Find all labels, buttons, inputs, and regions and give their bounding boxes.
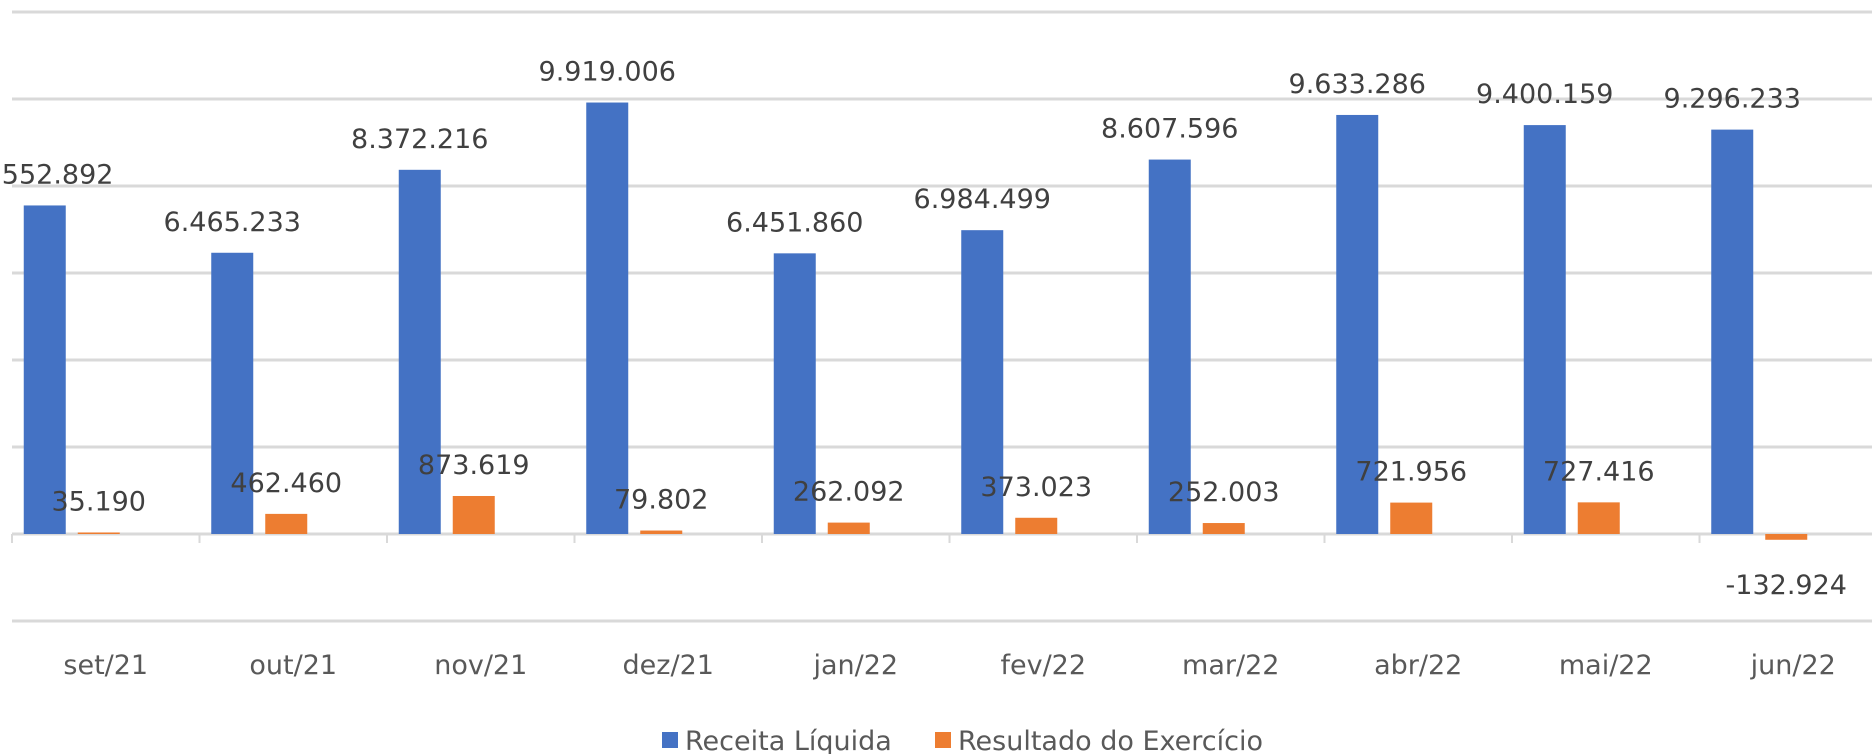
bar-receita	[586, 102, 629, 534]
data-label: 373.023	[980, 472, 1092, 503]
legend: Receita Líquida Resultado do Exercício	[662, 726, 1263, 754]
legend-swatch	[935, 732, 951, 748]
bar-resultado	[77, 532, 120, 534]
x-tick-label: jan/22	[812, 650, 898, 681]
bar-receita	[1148, 159, 1191, 534]
data-label: 462.460	[230, 468, 342, 499]
bar-receita	[1336, 114, 1379, 534]
bar-receita	[211, 252, 254, 534]
legend-swatch	[662, 732, 678, 748]
bar-receita	[398, 169, 441, 535]
data-label: 6.465.233	[164, 207, 301, 238]
data-label: 252.003	[1168, 477, 1280, 508]
x-tick-label: abr/22	[1374, 650, 1462, 681]
x-tick-label: mai/22	[1559, 650, 1653, 681]
data-label: 7.552.892	[0, 159, 113, 190]
bar-resultado	[1577, 502, 1620, 534]
data-label: 9.296.233	[1664, 84, 1801, 115]
data-label: 9.919.006	[539, 57, 676, 88]
data-label: -132.924	[1726, 570, 1847, 601]
bar-receita	[1711, 129, 1754, 534]
bar-receita	[23, 205, 66, 534]
x-tick-labels: set/21 out/21 nov/21 dez/21 jan/22 fev/22 mar/…	[63, 650, 1835, 681]
data-label: 9.400.159	[1476, 79, 1613, 110]
data-label: 35.190	[52, 486, 146, 517]
bar-resultado	[1765, 534, 1808, 540]
x-tick-label: jun/22	[1750, 650, 1836, 681]
data-label: 8.607.596	[1101, 114, 1238, 145]
bar-resultado	[1015, 517, 1058, 534]
data-label: 9.633.286	[1289, 69, 1426, 100]
x-tick-label: set/21	[63, 650, 148, 681]
data-label: 727.416	[1543, 456, 1655, 487]
gridlines	[12, 10, 1872, 623]
bar-resultado	[1202, 523, 1245, 534]
x-tick-label: fev/22	[1000, 650, 1086, 681]
legend-label: Resultado do Exercício	[958, 726, 1263, 754]
bar-resultado	[452, 495, 495, 534]
x-tick-label: nov/21	[434, 650, 527, 681]
bar-resultado	[265, 513, 308, 534]
x-tick-label: out/21	[249, 650, 337, 681]
x-tick-label: mar/22	[1182, 650, 1279, 681]
bar-resultado	[827, 522, 870, 534]
data-label: 79.802	[614, 485, 708, 516]
bar-receita	[961, 230, 1004, 534]
legend-label: Receita Líquida	[685, 726, 892, 754]
bar-resultado	[640, 530, 683, 534]
bar-receita	[773, 253, 816, 534]
data-labels: 7.552.892 6.465.233 8.372.216 9.919.006 6.45…	[0, 57, 1847, 601]
data-label: 8.372.216	[351, 124, 488, 155]
data-label: 873.619	[418, 450, 530, 481]
data-label: 262.092	[793, 477, 905, 508]
bar-resultado	[1390, 502, 1433, 534]
bars	[23, 102, 1808, 540]
data-label: 6.984.499	[914, 184, 1051, 215]
data-label: 721.956	[1355, 457, 1467, 488]
data-label: 6.451.860	[726, 207, 863, 238]
x-axis	[11, 532, 1872, 543]
x-tick-label: dez/21	[623, 650, 714, 681]
bar-receita	[1523, 125, 1566, 535]
